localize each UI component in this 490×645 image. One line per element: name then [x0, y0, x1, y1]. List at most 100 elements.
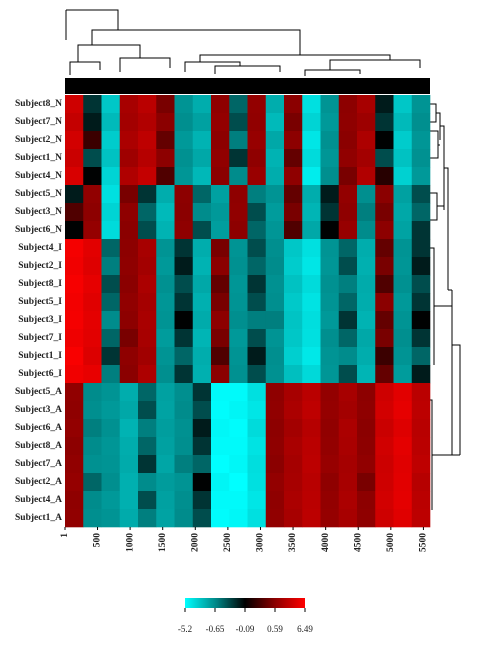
- heatmap-cell: [174, 473, 194, 492]
- heatmap-cell: [65, 221, 84, 240]
- heatmap-cell: [357, 113, 376, 132]
- heatmap-cell: [411, 491, 431, 510]
- heatmap-cell: [265, 419, 285, 438]
- heatmap-cell: [101, 401, 121, 420]
- heatmap-cell: [192, 491, 212, 510]
- heatmap-cell: [357, 293, 376, 312]
- heatmap-cell: [65, 239, 84, 258]
- heatmap-cell: [393, 401, 413, 420]
- heatmap-cell: [229, 329, 248, 348]
- heatmap-cell: [174, 509, 194, 528]
- heatmap-cell: [101, 113, 121, 132]
- heatmap-cell: [138, 329, 157, 348]
- heatmap-cell: [192, 347, 212, 366]
- heatmap-cell: [338, 221, 358, 240]
- heatmap-cell: [302, 329, 321, 348]
- row-label: Subject6_I: [18, 369, 62, 379]
- heatmap-cell: [229, 509, 248, 528]
- heatmap-cell: [101, 365, 121, 384]
- heatmap-cell: [247, 95, 267, 114]
- heatmap-cell: [119, 437, 139, 456]
- x-tick-label: 1000: [125, 533, 135, 552]
- heatmap-cell: [138, 149, 157, 168]
- heatmap-cell: [302, 113, 321, 132]
- heatmap-cell: [265, 329, 285, 348]
- heatmap-cell: [411, 257, 431, 276]
- heatmap-cell: [138, 437, 157, 456]
- heatmap-cell: [229, 401, 248, 420]
- heatmap-cell: [247, 383, 267, 402]
- heatmap-cell: [138, 365, 157, 384]
- heatmap-cell: [302, 347, 321, 366]
- colorbar-ramp: [185, 598, 305, 608]
- heatmap-cell: [357, 491, 376, 510]
- heatmap-cell: [83, 293, 102, 312]
- heatmap-cell: [357, 365, 376, 384]
- x-tick-label: 3500: [288, 533, 298, 552]
- heatmap-cell: [65, 383, 84, 402]
- heatmap-cell: [247, 437, 267, 456]
- heatmap-cell: [265, 95, 285, 114]
- heatmap-cell: [375, 347, 394, 366]
- heatmap-cell: [265, 131, 285, 150]
- heatmap-cell: [338, 131, 358, 150]
- heatmap-cell: [119, 329, 139, 348]
- heatmap-cell: [119, 401, 139, 420]
- heatmap-cell: [156, 113, 175, 132]
- heatmap-cell: [357, 131, 376, 150]
- heatmap-cell: [101, 149, 121, 168]
- heatmap-cell: [156, 509, 175, 528]
- heatmap-cell: [174, 365, 194, 384]
- heatmap-cell: [411, 167, 431, 186]
- heatmap-cell: [192, 401, 212, 420]
- heatmap-cell: [192, 473, 212, 492]
- heatmap-cell: [211, 347, 230, 366]
- colorbar-tick-label: -0.09: [236, 624, 255, 634]
- heatmap-cell: [174, 131, 194, 150]
- heatmap-cell: [320, 419, 340, 438]
- heatmap-cell: [211, 311, 230, 330]
- heatmap-cell: [156, 167, 175, 186]
- heatmap-cell: [393, 419, 413, 438]
- heatmap-cell: [302, 401, 321, 420]
- heatmap-cell: [320, 203, 340, 222]
- row-label: Subject6_N: [15, 225, 62, 235]
- heatmap-cell: [320, 149, 340, 168]
- heatmap-cell: [357, 149, 376, 168]
- heatmap-cell: [265, 275, 285, 294]
- heatmap-cell: [138, 383, 157, 402]
- heatmap-cell: [211, 275, 230, 294]
- heatmap-cell: [302, 491, 321, 510]
- heatmap-cell: [357, 347, 376, 366]
- heatmap-cell: [119, 131, 139, 150]
- heatmap-cell: [192, 167, 212, 186]
- heatmap-cell: [174, 185, 194, 204]
- heatmap-cell: [302, 509, 321, 528]
- heatmap-cell: [119, 383, 139, 402]
- heatmap-cell: [192, 203, 212, 222]
- heatmap-cell: [338, 509, 358, 528]
- heatmap-cell: [138, 95, 157, 114]
- heatmap-cell: [156, 203, 175, 222]
- heatmap-cell: [284, 221, 303, 240]
- heatmap-cell: [375, 329, 394, 348]
- heatmap-cell: [83, 509, 102, 528]
- heatmap-cell: [375, 113, 394, 132]
- heatmap-cell: [211, 329, 230, 348]
- heatmap-cell: [192, 113, 212, 132]
- heatmap-cell: [192, 239, 212, 258]
- heatmap-cell: [156, 437, 175, 456]
- heatmap-cell: [284, 437, 303, 456]
- x-tick-label: 5500: [419, 533, 429, 552]
- row-label: Subject4_I: [18, 243, 62, 253]
- heatmap-cell: [156, 221, 175, 240]
- heatmap-cell: [284, 311, 303, 330]
- heatmap-cell: [229, 491, 248, 510]
- heatmap-cell: [338, 419, 358, 438]
- heatmap-cell: [229, 149, 248, 168]
- right-dendrogram: [430, 103, 461, 510]
- heatmap-cell: [83, 131, 102, 150]
- heatmap-cell: [192, 131, 212, 150]
- row-label: Subject8_N: [15, 99, 62, 109]
- heatmap-cell: [211, 131, 230, 150]
